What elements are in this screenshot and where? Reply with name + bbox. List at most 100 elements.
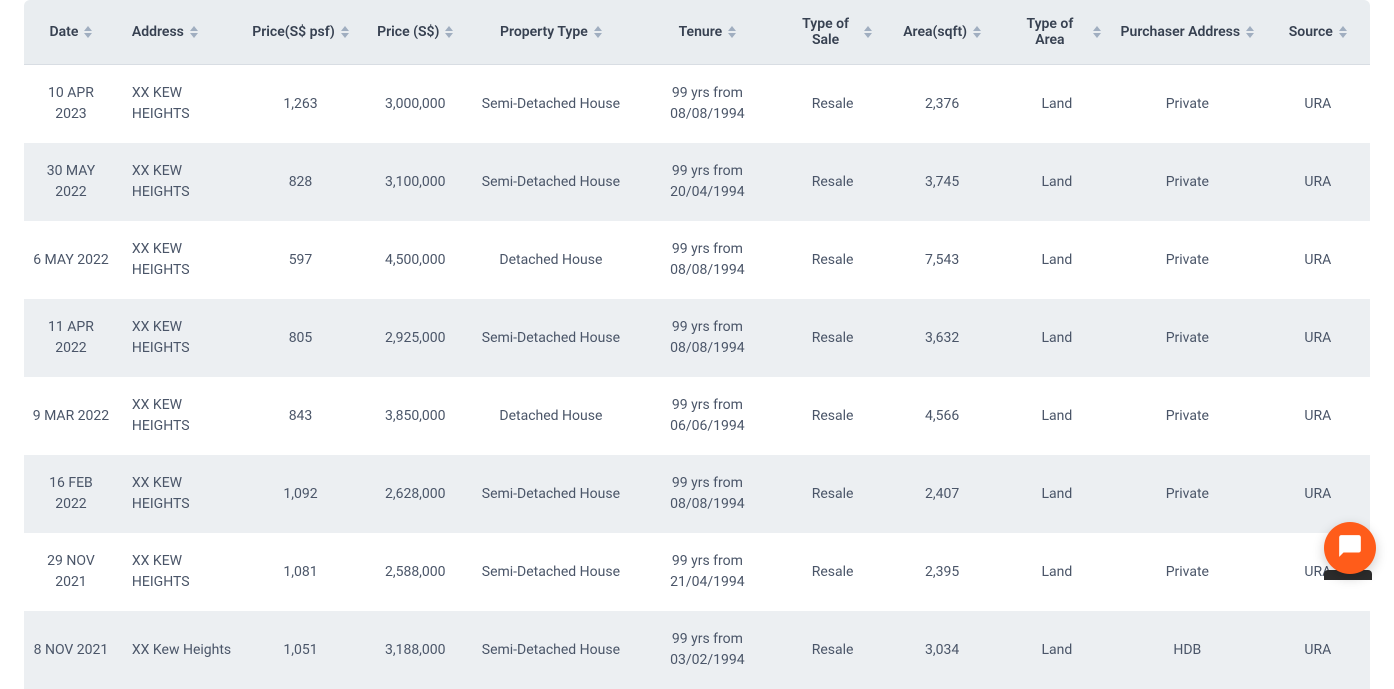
cell-psf: 843 — [243, 377, 358, 455]
cell-tenure: 99 yrs from 21/04/1994 — [629, 533, 786, 611]
cell-ptype: Detached House — [473, 221, 630, 299]
sort-icon — [1093, 26, 1101, 38]
cell-ptype: Semi-Detached House — [473, 299, 630, 377]
cell-paddr: Private — [1109, 455, 1266, 533]
col-header-label: Property Type — [500, 24, 588, 40]
col-header-ptype[interactable]: Property Type — [473, 0, 630, 65]
col-header-label: Purchaser Address — [1121, 24, 1241, 40]
cell-psf: 828 — [243, 143, 358, 221]
table-row: 30 MAY 2022XX KEW HEIGHTS8283,100,000Sem… — [24, 143, 1370, 221]
cell-area: 7,543 — [880, 221, 1005, 299]
cell-date: 30 MAY 2022 — [24, 143, 118, 221]
col-header-paddr[interactable]: Purchaser Address — [1109, 0, 1266, 65]
cell-areatype: Land — [1005, 143, 1109, 221]
col-header-area[interactable]: Area(sqft) — [880, 0, 1005, 65]
cell-ptype: Semi-Detached House — [473, 455, 630, 533]
sort-icon — [864, 26, 872, 38]
cell-price: 3,100,000 — [358, 143, 473, 221]
cell-sale: Resale — [786, 455, 880, 533]
cell-areatype: Land — [1005, 611, 1109, 689]
table-header: Date Address Price(S$ psf) Price (S$) Proper… — [24, 0, 1370, 65]
cell-paddr: Private — [1109, 221, 1266, 299]
cell-paddr: Private — [1109, 65, 1266, 143]
cell-sale: Resale — [786, 299, 880, 377]
cell-tenure: 99 yrs from 08/08/1994 — [629, 65, 786, 143]
sort-icon — [594, 26, 602, 38]
transactions-table-container: Date Address Price(S$ psf) Price (S$) Proper… — [0, 0, 1394, 689]
cell-source: URA — [1266, 377, 1370, 455]
col-header-price[interactable]: Price (S$) — [358, 0, 473, 65]
col-header-label: Type of Area — [1013, 16, 1087, 48]
col-header-label: Area(sqft) — [903, 24, 967, 40]
table-row: 10 APR 2023XX KEW HEIGHTS1,2633,000,000S… — [24, 65, 1370, 143]
chat-launcher-button[interactable] — [1324, 522, 1376, 574]
cell-areatype: Land — [1005, 65, 1109, 143]
table-row: 11 APR 2022XX KEW HEIGHTS8052,925,000Sem… — [24, 299, 1370, 377]
cell-source: URA — [1266, 611, 1370, 689]
cell-areatype: Land — [1005, 377, 1109, 455]
cell-address: XX KEW HEIGHTS — [118, 65, 243, 143]
cell-price: 2,925,000 — [358, 299, 473, 377]
col-header-label: Price(S$ psf) — [252, 24, 334, 40]
cell-areatype: Land — [1005, 299, 1109, 377]
cell-tenure: 99 yrs from 03/02/1994 — [629, 611, 786, 689]
cell-date: 6 MAY 2022 — [24, 221, 118, 299]
cell-address: XX KEW HEIGHTS — [118, 533, 243, 611]
col-header-tenure[interactable]: Tenure — [629, 0, 786, 65]
cell-sale: Resale — [786, 65, 880, 143]
cell-psf: 805 — [243, 299, 358, 377]
cell-paddr: Private — [1109, 377, 1266, 455]
table-row: 29 NOV 2021XX KEW HEIGHTS1,0812,588,000S… — [24, 533, 1370, 611]
cell-address: XX Kew Heights — [118, 611, 243, 689]
sort-icon — [341, 26, 349, 38]
cell-tenure: 99 yrs from 06/06/1994 — [629, 377, 786, 455]
cell-date: 9 MAR 2022 — [24, 377, 118, 455]
cell-address: XX KEW HEIGHTS — [118, 143, 243, 221]
cell-psf: 1,092 — [243, 455, 358, 533]
cell-ptype: Semi-Detached House — [473, 533, 630, 611]
col-header-address[interactable]: Address — [118, 0, 243, 65]
cell-price: 2,588,000 — [358, 533, 473, 611]
cell-sale: Resale — [786, 533, 880, 611]
table-row: 8 NOV 2021XX Kew Heights1,0513,188,000Se… — [24, 611, 1370, 689]
cell-area: 3,632 — [880, 299, 1005, 377]
col-header-date[interactable]: Date — [24, 0, 118, 65]
cell-area: 3,745 — [880, 143, 1005, 221]
col-header-label: Date — [50, 24, 79, 40]
cell-area: 2,407 — [880, 455, 1005, 533]
cell-ptype: Semi-Detached House — [473, 65, 630, 143]
cell-tenure: 99 yrs from 08/08/1994 — [629, 299, 786, 377]
cell-source: URA — [1266, 221, 1370, 299]
table-row: 16 FEB 2022XX KEW HEIGHTS1,0922,628,000S… — [24, 455, 1370, 533]
cell-source: URA — [1266, 299, 1370, 377]
cell-areatype: Land — [1005, 533, 1109, 611]
cell-paddr: Private — [1109, 299, 1266, 377]
chat-icon — [1337, 533, 1363, 563]
cell-date: 10 APR 2023 — [24, 65, 118, 143]
cell-price: 3,850,000 — [358, 377, 473, 455]
cell-sale: Resale — [786, 143, 880, 221]
cell-paddr: Private — [1109, 143, 1266, 221]
cell-address: XX KEW HEIGHTS — [118, 221, 243, 299]
sort-icon — [445, 26, 453, 38]
col-header-areatype[interactable]: Type of Area — [1005, 0, 1109, 65]
cell-psf: 1,263 — [243, 65, 358, 143]
col-header-label: Price (S$) — [377, 24, 439, 40]
cell-area: 2,395 — [880, 533, 1005, 611]
col-header-source[interactable]: Source — [1266, 0, 1370, 65]
cell-price: 3,000,000 — [358, 65, 473, 143]
col-header-psf[interactable]: Price(S$ psf) — [243, 0, 358, 65]
cell-areatype: Land — [1005, 221, 1109, 299]
cell-ptype: Detached House — [473, 377, 630, 455]
cell-source: URA — [1266, 455, 1370, 533]
cell-paddr: HDB — [1109, 611, 1266, 689]
cell-psf: 597 — [243, 221, 358, 299]
cell-paddr: Private — [1109, 533, 1266, 611]
col-header-label: Tenure — [679, 24, 723, 40]
table-row: 6 MAY 2022XX KEW HEIGHTS5974,500,000Deta… — [24, 221, 1370, 299]
cell-price: 4,500,000 — [358, 221, 473, 299]
cell-tenure: 99 yrs from 08/08/1994 — [629, 455, 786, 533]
sort-icon — [1339, 26, 1347, 38]
col-header-label: Address — [132, 24, 184, 40]
col-header-sale[interactable]: Type of Sale — [786, 0, 880, 65]
